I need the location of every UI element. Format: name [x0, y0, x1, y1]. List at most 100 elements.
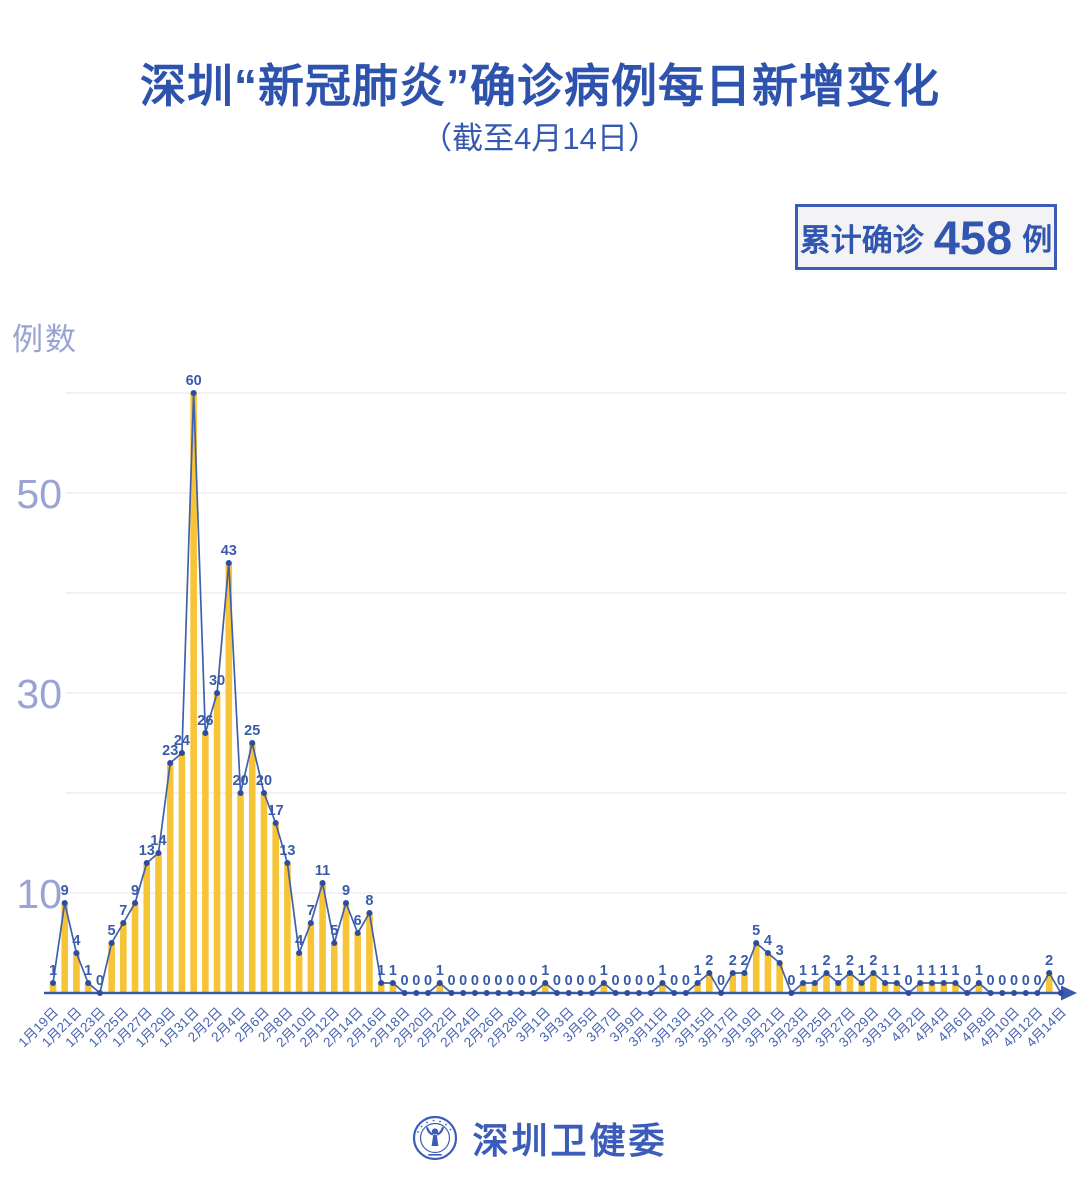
data-point-label: 9: [342, 883, 350, 899]
data-point-marker: [987, 990, 994, 996]
y-tick-label: 50: [16, 471, 62, 517]
data-point-label: 0: [483, 973, 491, 989]
data-point-marker: [589, 990, 596, 996]
data-point-marker: [718, 990, 725, 996]
data-point-label: 24: [174, 733, 190, 749]
case-bar: [178, 753, 186, 993]
data-point-label: 0: [424, 973, 432, 989]
case-bar: [600, 983, 608, 993]
case-bar: [342, 903, 350, 993]
badge-unit: 例: [1022, 224, 1053, 257]
data-point-label: 2: [729, 953, 737, 969]
page-subtitle: （截至4月14日）: [421, 121, 659, 156]
data-point-label: 0: [506, 973, 514, 989]
case-bar: [389, 983, 397, 993]
data-point-marker: [893, 980, 900, 986]
data-point-label: 3: [776, 943, 784, 959]
data-point-marker: [600, 980, 607, 986]
data-point-marker: [753, 940, 760, 946]
data-point-label: 0: [588, 973, 596, 989]
data-point-marker: [729, 970, 736, 976]
data-point-label: 0: [612, 973, 620, 989]
case-bar: [248, 743, 256, 993]
data-point-label: 43: [221, 543, 237, 559]
data-point-marker: [565, 990, 572, 996]
data-point-marker: [61, 900, 68, 906]
data-point-marker: [413, 990, 420, 996]
health-commission-logo-icon: [413, 1115, 458, 1161]
data-point-marker: [612, 990, 619, 996]
data-point-marker: [952, 980, 959, 986]
data-point-label: 2: [1045, 953, 1053, 969]
data-point-marker: [354, 930, 361, 936]
data-point-label: 2: [705, 953, 713, 969]
data-point-marker: [331, 940, 338, 946]
case-bar: [799, 983, 807, 993]
data-point-label: 0: [670, 973, 678, 989]
data-point-marker: [999, 990, 1006, 996]
data-point-label: 1: [928, 963, 936, 979]
data-point-label: 1: [658, 963, 666, 979]
badge-count: 458: [933, 210, 1013, 264]
data-point-marker: [190, 390, 197, 396]
case-bar: [190, 393, 197, 993]
data-point-marker: [237, 790, 244, 796]
data-point-marker: [624, 990, 631, 996]
data-point-label: 1: [951, 963, 959, 979]
data-point-label: 4: [764, 933, 772, 949]
data-point-label: 0: [905, 973, 913, 989]
data-point-label: 5: [108, 923, 116, 939]
case-bar: [893, 983, 901, 993]
case-bar: [1045, 973, 1053, 993]
data-point-label: 0: [1057, 973, 1065, 989]
data-point-label: 1: [389, 963, 397, 979]
data-point-marker: [319, 880, 326, 886]
case-bar: [541, 983, 549, 993]
data-point-label: 0: [1022, 973, 1030, 989]
data-point-marker: [471, 990, 478, 996]
case-bar: [764, 953, 772, 993]
data-point-label: 14: [150, 833, 166, 849]
data-point-label: 0: [553, 973, 561, 989]
data-point-marker: [706, 970, 713, 976]
case-bar: [377, 983, 385, 993]
case-bar: [295, 953, 303, 993]
data-point-marker: [495, 990, 502, 996]
case-bar: [272, 823, 279, 993]
data-point-label: 0: [963, 973, 971, 989]
case-bar: [120, 923, 127, 993]
case-bar: [213, 693, 221, 993]
case-bar: [366, 913, 373, 993]
data-point-marker: [800, 980, 807, 986]
data-point-marker: [553, 990, 560, 996]
case-bar: [952, 983, 959, 993]
case-bar: [752, 943, 760, 993]
data-point-label: 1: [916, 963, 924, 979]
data-point-label: 0: [635, 973, 643, 989]
case-bar: [131, 903, 139, 993]
footer-brand-text: 深圳卫健委: [472, 1120, 668, 1161]
data-point-label: 5: [752, 923, 760, 939]
data-point-marker: [940, 980, 947, 986]
data-point-label: 11: [315, 863, 330, 879]
case-bar: [330, 943, 338, 993]
case-bar: [202, 733, 209, 993]
case-bar: [916, 983, 924, 993]
case-bar: [260, 793, 268, 993]
data-point-label: 4: [72, 933, 80, 949]
data-point-label: 1: [881, 963, 889, 979]
badge-label: 累计确诊: [799, 222, 924, 258]
case-bar: [881, 983, 889, 993]
data-point-label: 0: [447, 973, 455, 989]
data-point-label: 5: [330, 923, 338, 939]
data-point-label: 13: [139, 843, 155, 859]
data-point-marker: [694, 980, 701, 986]
data-point-label: 0: [1010, 973, 1018, 989]
data-point-marker: [260, 790, 267, 796]
data-point-marker: [284, 860, 291, 866]
case-bar: [319, 883, 326, 993]
data-point-marker: [659, 980, 666, 986]
data-point-marker: [577, 990, 584, 996]
case-bar: [975, 983, 983, 993]
data-point-label: 0: [998, 973, 1006, 989]
